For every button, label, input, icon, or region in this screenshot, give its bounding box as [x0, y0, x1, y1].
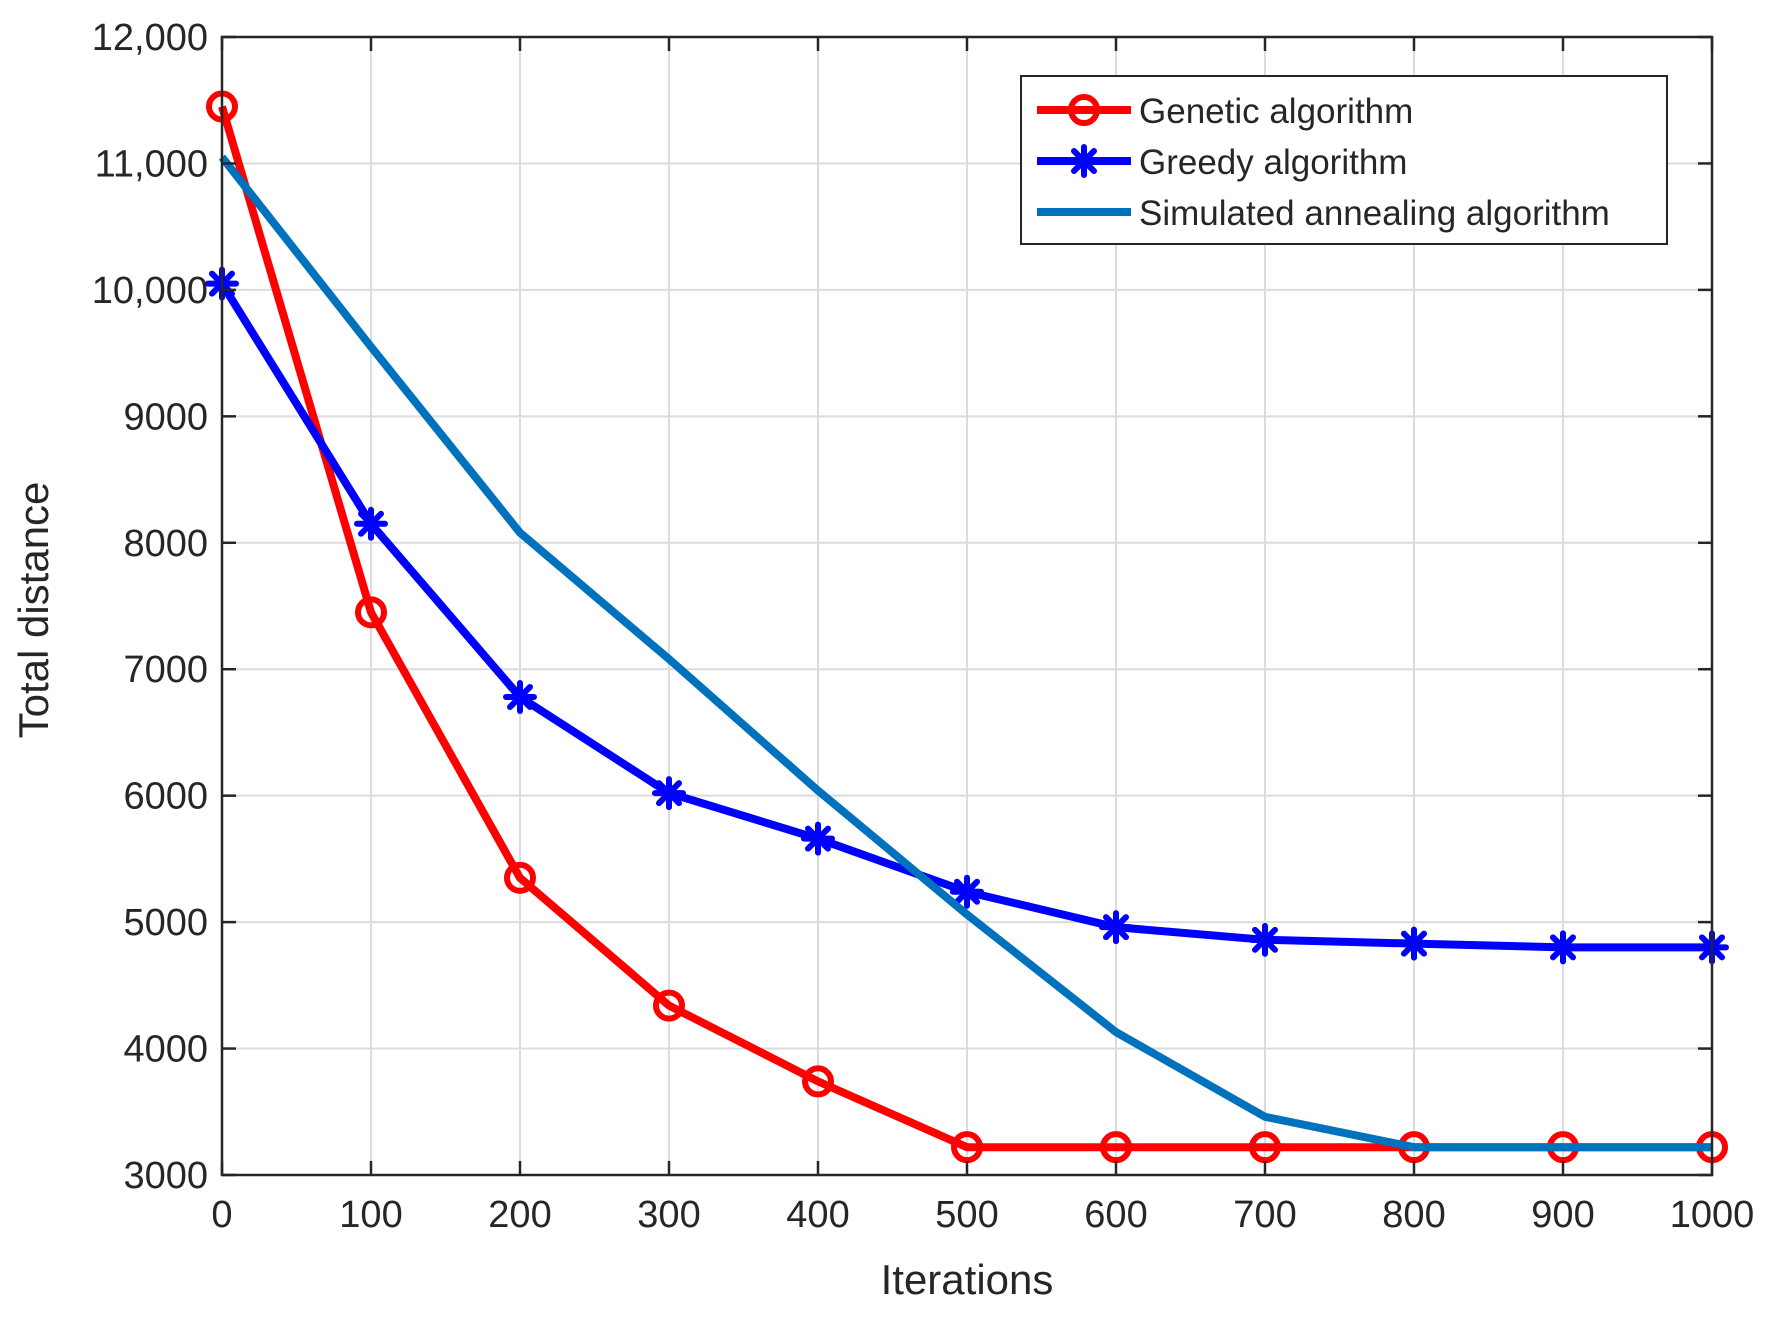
legend-entry-greedy-algorithm: Greedy algorithm: [1037, 143, 1407, 182]
x-tick-label: 700: [1233, 1194, 1296, 1236]
legend-label-genetic-algorithm: Genetic algorithm: [1139, 92, 1413, 131]
series-line-simulated-annealing-algorithm: [218, 154, 1712, 1152]
x-tick-label: 800: [1382, 1194, 1445, 1236]
circle-marker: [802, 1065, 834, 1098]
star-marker: [503, 680, 537, 715]
y-tick-label: 7000: [123, 649, 208, 691]
legend-label-greedy-algorithm: Greedy algorithm: [1139, 143, 1407, 182]
circle-marker: [951, 1131, 983, 1164]
legend-entry-genetic-algorithm: Genetic algorithm: [1037, 92, 1413, 131]
star-marker: [1067, 144, 1101, 178]
star-marker: [1099, 910, 1133, 945]
y-tick-label: 4000: [123, 1029, 208, 1071]
legend: Genetic algorithm Greedy algorithm Simulat…: [1020, 75, 1668, 245]
star-stroke: [1550, 934, 1576, 961]
circle-marker: [1100, 1131, 1132, 1164]
star-marker: [801, 821, 835, 856]
y-tick-label: 9000: [123, 396, 208, 438]
star-stroke: [1252, 926, 1278, 953]
star-marker: [1546, 930, 1580, 965]
star-marker: [1397, 926, 1431, 961]
x-tick-label: 500: [935, 1194, 998, 1236]
circle-marker: [1249, 1131, 1281, 1164]
star-stroke: [1071, 148, 1097, 174]
star-stroke: [805, 825, 831, 852]
x-tick-label: 300: [637, 1194, 700, 1236]
y-axis-label: Total distance: [10, 482, 57, 739]
star-marker: [354, 506, 388, 541]
circle-marker: [653, 989, 685, 1022]
star-stroke: [656, 780, 682, 807]
x-tick-label: 100: [339, 1194, 402, 1236]
star-marker: [1248, 922, 1282, 957]
x-tick-label: 400: [786, 1194, 849, 1236]
star-marker: [950, 874, 984, 909]
y-tick-label: 3000: [123, 1155, 208, 1197]
star-stroke: [507, 684, 533, 711]
y-tick-label: 10,000: [92, 270, 208, 312]
star-stroke: [1401, 930, 1427, 957]
x-tick-label: 900: [1531, 1194, 1594, 1236]
circle-marker: [355, 596, 387, 629]
y-tick-label: 12,000: [92, 17, 208, 59]
star-stroke: [1103, 914, 1129, 941]
x-tick-label: 0: [211, 1194, 232, 1236]
circle-marker: [1068, 94, 1100, 126]
y-tick-label: 5000: [123, 902, 208, 944]
y-tick-label: 6000: [123, 776, 208, 818]
x-tick-label: 200: [488, 1194, 551, 1236]
x-tick-label: 1000: [1670, 1194, 1755, 1236]
y-tick-label: 11,000: [95, 143, 208, 185]
star-marker: [652, 776, 686, 811]
x-tick-label: 600: [1084, 1194, 1147, 1236]
star-stroke: [954, 878, 980, 905]
legend-label-simulated-annealing-algorithm: Simulated annealing algorithm: [1139, 194, 1610, 233]
x-axis-label: Iterations: [881, 1256, 1054, 1303]
circle-marker: [504, 861, 536, 894]
legend-entry-simulated-annealing-algorithm: Simulated annealing algorithm: [1037, 194, 1610, 233]
axes: 0 100 200 300 400 500 600 700 800 900 1000 3000 4000…: [10, 17, 1754, 1303]
series-simulated-annealing-algorithm: [218, 154, 1712, 1152]
y-tick-label: 8000: [123, 523, 208, 565]
star-stroke: [358, 510, 384, 537]
